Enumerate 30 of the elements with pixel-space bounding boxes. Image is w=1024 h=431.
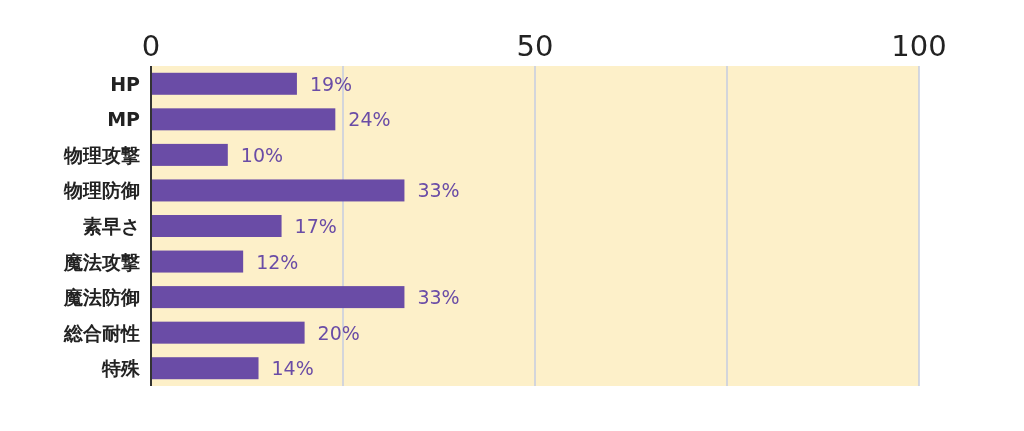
y-tick-label: 魔法攻撃: [63, 250, 140, 273]
data-label: 14%: [271, 357, 314, 380]
y-tick-label: 特殊: [101, 357, 141, 380]
x-tick-label: 0: [141, 29, 161, 63]
bar: [151, 286, 405, 309]
y-tick-label: 素早さ: [83, 215, 140, 237]
data-label: 19%: [309, 72, 353, 95]
y-tick-label: 総合耐性: [63, 321, 140, 344]
y-tick-label: 物理防御: [63, 179, 140, 202]
data-label: 20%: [317, 321, 360, 344]
bar: [151, 179, 405, 202]
bar: [151, 321, 305, 344]
bar: [151, 72, 297, 95]
y-tick-label: MP: [107, 108, 141, 131]
y-tick-label: 魔法防御: [63, 286, 140, 309]
bar: [151, 108, 336, 131]
bar: [151, 250, 244, 273]
data-label: 17%: [294, 215, 337, 237]
data-label: 12%: [256, 250, 299, 273]
x-tick-label: 50: [516, 29, 554, 63]
y-tick-label: 物理攻撃: [63, 143, 140, 166]
data-label: 33%: [417, 179, 460, 202]
bar: [151, 357, 259, 380]
y-tick-label: HP: [110, 72, 141, 95]
data-label: 33%: [417, 286, 460, 309]
bar: [151, 143, 228, 166]
x-tick-label: 100: [891, 29, 947, 63]
bar: [151, 215, 282, 237]
data-label: 10%: [240, 143, 284, 166]
data-label: 24%: [348, 108, 391, 131]
